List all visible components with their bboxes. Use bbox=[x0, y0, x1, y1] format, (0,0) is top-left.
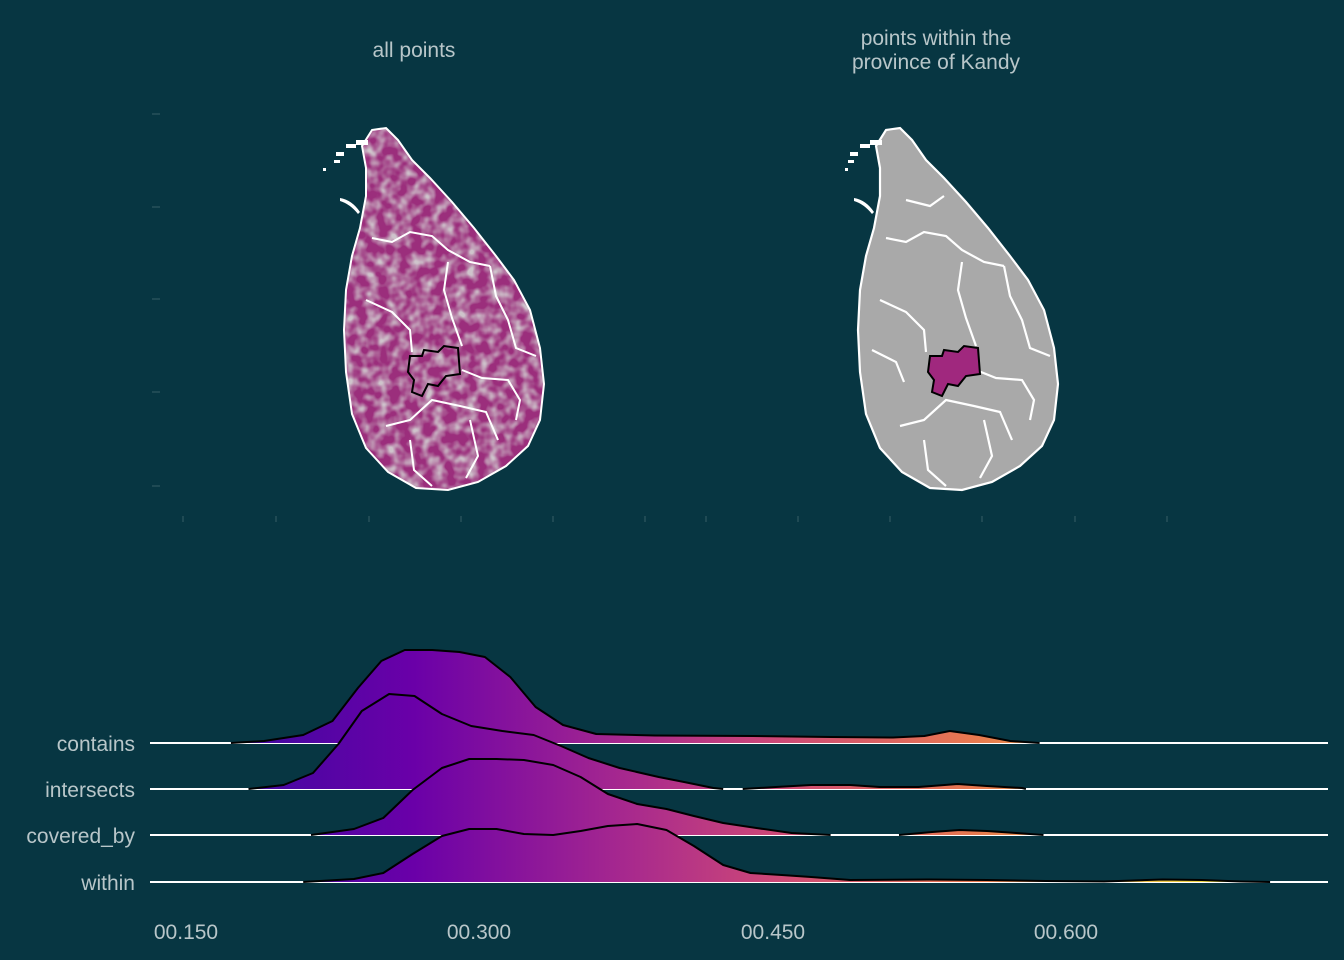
right-map-kandy-region bbox=[926, 344, 982, 398]
left-map-kandy-outline bbox=[406, 344, 462, 398]
right-map-islets bbox=[845, 140, 882, 214]
map-axis-ticks bbox=[152, 113, 1168, 522]
ridge-outline-within-0 bbox=[303, 823, 1271, 883]
left-map-islets bbox=[323, 140, 368, 214]
right-map-title: points within the province of Kandy bbox=[851, 27, 1021, 74]
ridge-outline-covered_by-1 bbox=[898, 829, 1044, 836]
ridge-area-intersects-0 bbox=[248, 694, 724, 789]
ridge-covered_by bbox=[310, 758, 1044, 836]
left-map-title: all points bbox=[372, 39, 456, 62]
ridgeline-chart: contains intersects covered_by within 00… bbox=[26, 649, 1328, 944]
x-tick-label-0450: 00.450 bbox=[741, 921, 805, 944]
ridge-outline-covered_by-0 bbox=[310, 758, 831, 836]
ridge-area-covered_by-0 bbox=[311, 759, 831, 835]
y-tick-label-contains: contains bbox=[57, 733, 135, 756]
ridgeline-panel-background bbox=[0, 563, 1344, 960]
x-tick-label-0600: 00.600 bbox=[1034, 921, 1098, 944]
y-tick-label-intersects: intersects bbox=[45, 779, 135, 802]
ridge-within bbox=[303, 823, 1271, 883]
x-tick-label-0300: 00.300 bbox=[447, 921, 511, 944]
right-map-province-boundaries bbox=[856, 126, 1060, 492]
ridge-intersects bbox=[248, 693, 1027, 790]
ridge-outline-intersects-0 bbox=[248, 693, 724, 790]
y-tick-label-within: within bbox=[80, 872, 135, 895]
ridge-outline-intersects-1 bbox=[742, 783, 1027, 790]
left-map-province-boundaries bbox=[343, 127, 545, 491]
y-tick-label-covered-by: covered_by bbox=[26, 825, 135, 848]
ridge-outline-contains-0 bbox=[230, 649, 1040, 744]
left-map-sri-lanka bbox=[323, 127, 545, 491]
ridge-area-covered_by-1 bbox=[899, 830, 1044, 835]
x-tick-label-0150: 00.150 bbox=[154, 921, 218, 944]
ridge-area-within-0 bbox=[303, 824, 1271, 882]
right-map-sri-lanka bbox=[845, 126, 1060, 492]
ridge-areas bbox=[230, 649, 1271, 883]
